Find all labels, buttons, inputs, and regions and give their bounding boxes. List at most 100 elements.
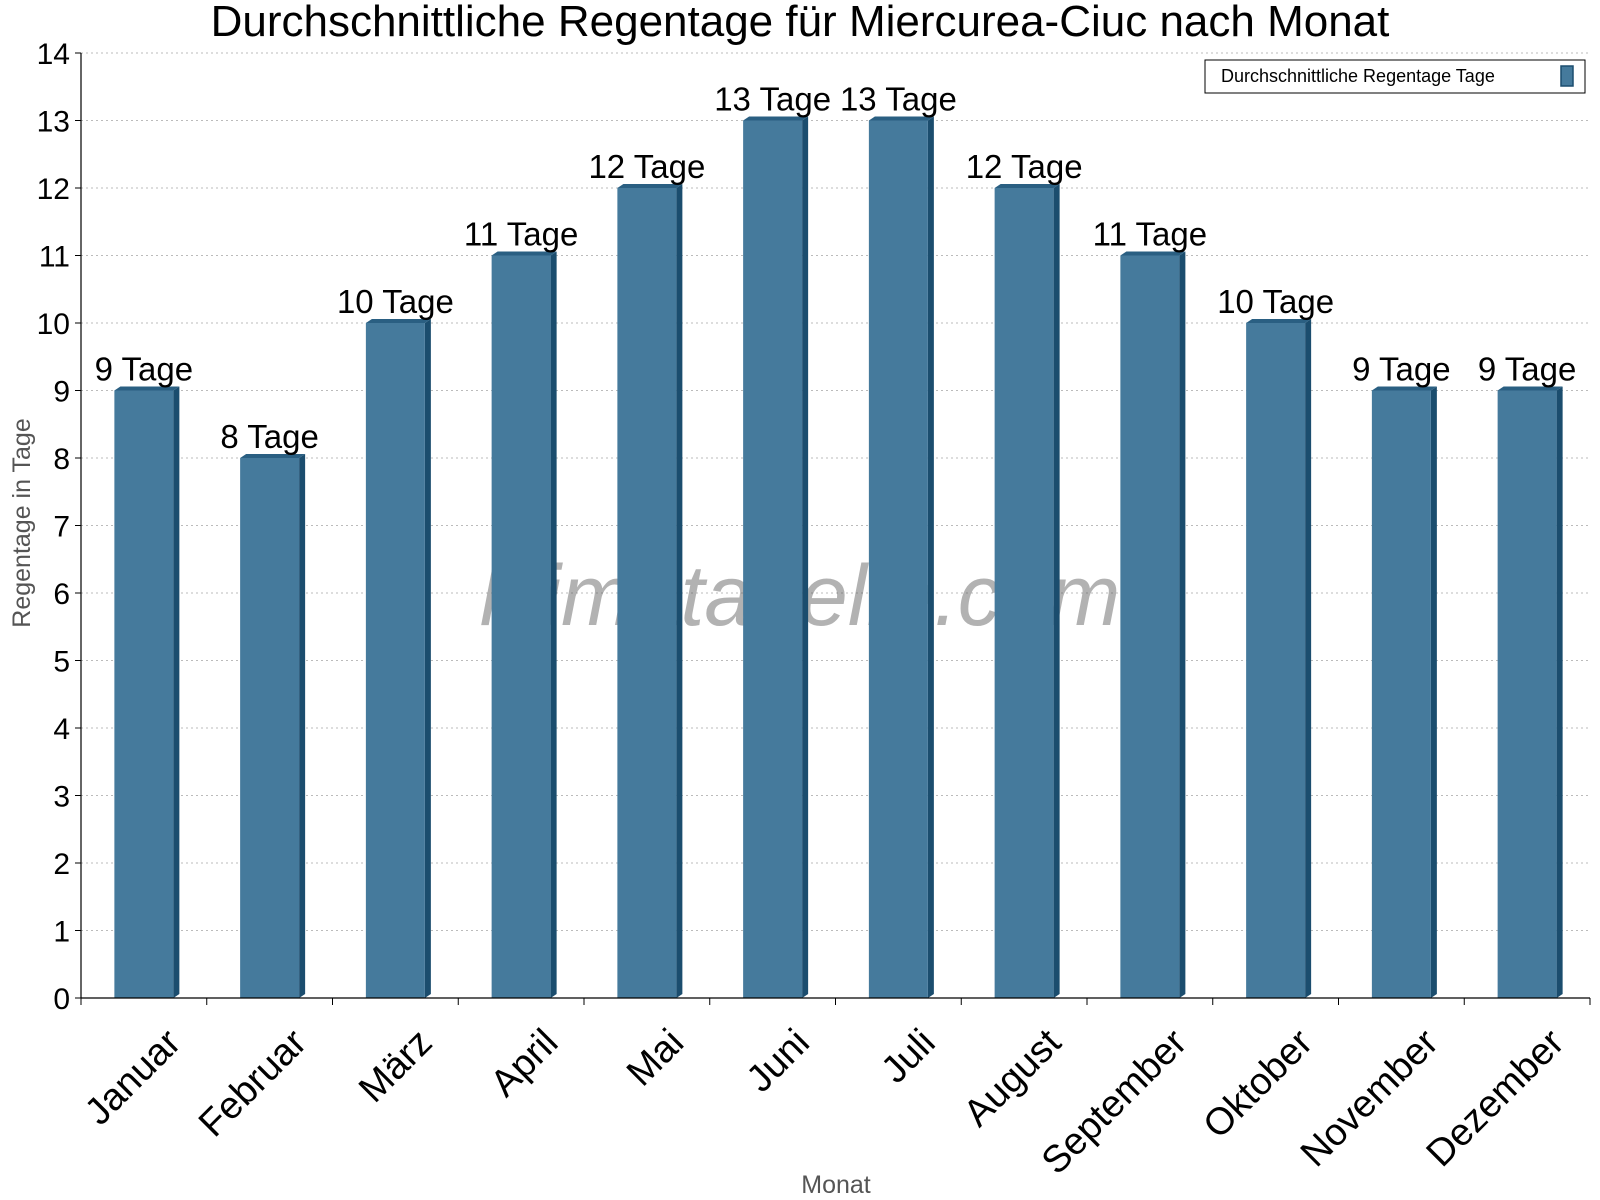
bar-Mai — [617, 184, 683, 998]
data-label-Februar: 8 Tage — [220, 418, 318, 455]
bar-face — [868, 120, 928, 998]
bar-top — [365, 319, 431, 323]
bar-face — [994, 188, 1054, 998]
x-tick-label-Juni: Juni — [739, 1021, 818, 1100]
bar-August — [994, 184, 1060, 998]
y-tick-label-7: 7 — [53, 511, 70, 544]
bar-top — [114, 386, 180, 391]
x-tick-label-Januar: Januar — [77, 1021, 189, 1133]
bar-top — [868, 116, 934, 121]
bar-face — [617, 188, 677, 998]
data-label-Oktober: 10 Tage — [1217, 283, 1334, 320]
x-tick-label-Dezember: Dezember — [1419, 1021, 1573, 1175]
y-tick-label-12: 12 — [37, 173, 70, 206]
axes — [75, 52, 1591, 1005]
bar-April — [491, 251, 557, 998]
y-tick-label-8: 8 — [53, 443, 70, 476]
x-tick-label-April: April — [483, 1021, 566, 1104]
bar-side — [1053, 184, 1060, 998]
bar-side — [173, 386, 180, 998]
data-label-Januar: 9 Tage — [95, 351, 193, 388]
bar-side — [1430, 386, 1437, 998]
y-tick-label-2: 2 — [53, 848, 70, 881]
bar-face — [491, 255, 551, 998]
bar-side — [1179, 251, 1186, 998]
bar-top — [1120, 251, 1186, 256]
bar-side — [676, 184, 683, 998]
bar-top — [1371, 386, 1437, 391]
x-tick-label-Juli: Juli — [874, 1021, 944, 1091]
bar-side — [550, 251, 557, 998]
x-tick-label-Oktober: Oktober — [1196, 1021, 1322, 1147]
data-label-Juni: 13 Tage — [714, 81, 831, 118]
bar-Juli — [868, 116, 934, 998]
bar-Oktober — [1246, 319, 1312, 998]
x-tick-label-November: November — [1293, 1021, 1447, 1175]
x-tick-label-Mai: Mai — [619, 1021, 692, 1094]
data-label-April: 11 Tage — [464, 216, 578, 253]
bar-side — [1305, 319, 1312, 998]
data-label-November: 9 Tage — [1352, 351, 1450, 388]
bar-side — [1556, 386, 1563, 998]
bar-top — [617, 184, 683, 188]
x-axis-title: Monat — [801, 1171, 871, 1199]
y-tick-label-4: 4 — [53, 713, 70, 746]
bar-Dezember — [1497, 386, 1563, 998]
bar-face — [365, 323, 425, 998]
bars — [114, 116, 1563, 998]
legend: Durchschnittliche Regentage Tage — [1204, 59, 1586, 94]
bar-face — [1371, 390, 1431, 998]
y-tick-label-5: 5 — [53, 646, 70, 679]
y-axis-title: Regentage in Tage — [8, 418, 36, 627]
bar-face — [1246, 323, 1306, 998]
bar-September — [1120, 251, 1186, 998]
bar-face — [1497, 390, 1557, 998]
bar-face — [743, 120, 803, 998]
data-label-Juli: 13 Tage — [840, 81, 957, 118]
data-label-Dezember: 9 Tage — [1478, 351, 1576, 388]
data-label-August: 12 Tage — [966, 148, 1083, 185]
legend-box — [1204, 59, 1586, 94]
chart-title: Durchschnittliche Regentage für Miercure… — [211, 0, 1390, 46]
bar-März — [365, 319, 431, 998]
bar-top — [240, 454, 306, 458]
bar-side — [299, 454, 306, 998]
legend-label: Durchschnittliche Regentage Tage — [1221, 66, 1495, 86]
y-tick-label-3: 3 — [53, 781, 70, 814]
y-tick-label-11: 11 — [39, 241, 70, 274]
y-tick-label-13: 13 — [37, 106, 70, 139]
bar-top — [743, 116, 809, 121]
data-label-März: 10 Tage — [337, 283, 454, 320]
y-tick-label-0: 0 — [53, 983, 70, 1016]
data-label-September: 11 Tage — [1093, 216, 1207, 253]
y-tick-label-9: 9 — [53, 376, 70, 409]
bar-side — [927, 116, 934, 998]
legend-swatch — [1560, 65, 1574, 87]
bar-Juni — [743, 116, 809, 998]
y-tick-label-10: 10 — [37, 308, 70, 341]
x-tick-label-August: August — [956, 1021, 1070, 1135]
bar-Februar — [240, 454, 306, 998]
x-tick-label-März: März — [351, 1021, 440, 1110]
y-tick-label-6: 6 — [53, 578, 70, 611]
bar-top — [491, 251, 557, 256]
bar-face — [114, 390, 174, 998]
bar-side — [424, 319, 431, 998]
gridlines — [81, 52, 1590, 931]
x-tick-labels: Januar Februar März April Mai Juni Juli AugustS… — [77, 1021, 1572, 1182]
bar-top — [1246, 319, 1312, 323]
bar-top — [1497, 386, 1563, 391]
data-label-Mai: 12 Tage — [588, 148, 705, 185]
y-tick-label-1: 1 — [53, 916, 70, 949]
bar-Januar — [114, 386, 180, 998]
bar-November — [1371, 386, 1437, 998]
y-tick-label-14: 14 — [37, 38, 70, 71]
bar-face — [1120, 255, 1180, 998]
bar-top — [994, 184, 1060, 188]
x-tick-label-Februar: Februar — [191, 1021, 315, 1145]
bar-side — [802, 116, 809, 998]
bar-face — [240, 458, 300, 998]
